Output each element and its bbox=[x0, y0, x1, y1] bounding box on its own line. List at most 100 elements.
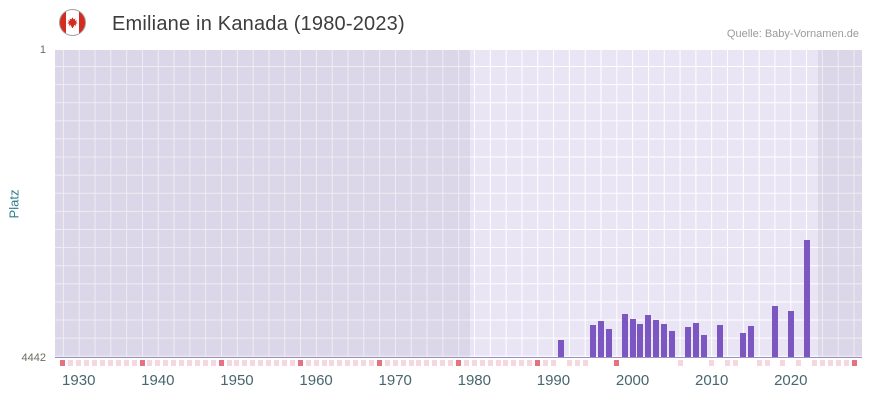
missing-year-mark bbox=[345, 360, 351, 366]
missing-year-mark bbox=[171, 360, 177, 366]
missing-year-mark bbox=[835, 360, 841, 366]
bar-2020[interactable] bbox=[787, 310, 794, 357]
missing-year-mark bbox=[416, 360, 422, 366]
missing-year-mark bbox=[764, 360, 770, 366]
missing-year-mark bbox=[368, 360, 374, 366]
missing-year-mark bbox=[107, 360, 113, 366]
x-tick-label: 1950 bbox=[220, 372, 254, 389]
missing-year-mark bbox=[812, 360, 818, 366]
missing-year-mark bbox=[448, 360, 454, 366]
missing-year-mark bbox=[400, 360, 406, 366]
missing-year-mark bbox=[614, 360, 620, 366]
x-tick-label: 1980 bbox=[457, 372, 491, 389]
bar-2014[interactable] bbox=[740, 332, 747, 357]
missing-year-mark bbox=[84, 360, 90, 366]
missing-year-mark bbox=[725, 360, 730, 366]
x-tick-label: 2020 bbox=[774, 372, 808, 389]
missing-year-mark bbox=[321, 360, 327, 366]
bar-2002[interactable] bbox=[645, 315, 652, 357]
missing-year-mark bbox=[266, 360, 272, 366]
missing-year-mark bbox=[202, 360, 208, 366]
out-of-range-band bbox=[818, 50, 862, 357]
missing-year-mark bbox=[123, 360, 129, 366]
missing-year-mark bbox=[511, 360, 517, 366]
bar-1996[interactable] bbox=[597, 320, 604, 357]
bar-1995[interactable] bbox=[590, 325, 596, 357]
bar-2022[interactable] bbox=[803, 240, 810, 357]
page-title: Emiliane in Kanada (1980-2023) bbox=[112, 13, 405, 35]
missing-year-mark bbox=[376, 360, 382, 366]
missing-year-mark bbox=[139, 360, 145, 366]
bar-1997[interactable] bbox=[605, 329, 612, 357]
bar-2001[interactable] bbox=[637, 323, 644, 357]
missing-year-mark bbox=[424, 360, 430, 366]
missing-year-mark bbox=[226, 360, 232, 366]
bar-2015[interactable] bbox=[748, 326, 755, 357]
missing-year-mark bbox=[361, 360, 367, 366]
missing-year-mark bbox=[210, 360, 216, 366]
missing-year-mark bbox=[527, 360, 533, 366]
missing-year-mark bbox=[218, 360, 224, 366]
missing-year-mark bbox=[582, 360, 588, 366]
missing-year-mark bbox=[851, 360, 857, 366]
bar-2018[interactable] bbox=[771, 306, 778, 357]
missing-year-mark bbox=[76, 360, 82, 366]
missing-year-mark bbox=[313, 360, 319, 366]
out-of-range-band bbox=[55, 50, 471, 357]
missing-year-mark bbox=[543, 360, 549, 366]
missing-year-mark bbox=[258, 360, 264, 366]
missing-year-mark bbox=[289, 360, 295, 366]
missing-year-mark bbox=[408, 360, 414, 366]
missing-year-mark bbox=[843, 360, 849, 366]
missing-year-mark bbox=[242, 360, 248, 366]
missing-year-mark bbox=[756, 360, 762, 366]
x-tick-label: 1970 bbox=[378, 372, 412, 389]
canada-flag-icon bbox=[59, 9, 86, 36]
missing-year-mark bbox=[780, 360, 786, 366]
x-tick-label: 1930 bbox=[62, 372, 96, 389]
missing-year-mark bbox=[274, 360, 280, 366]
missing-year-mark bbox=[99, 360, 105, 366]
y-tick-bottom: 4442 bbox=[21, 352, 46, 364]
bar-2008[interactable] bbox=[692, 323, 699, 357]
missing-year-mark bbox=[179, 360, 185, 366]
missing-year-mark bbox=[709, 360, 715, 366]
missing-year-mark bbox=[281, 360, 287, 366]
missing-year-mark bbox=[353, 360, 359, 366]
missing-year-mark bbox=[329, 360, 335, 366]
missing-year-mark bbox=[519, 360, 525, 366]
missing-year-mark bbox=[115, 360, 121, 366]
plot-area[interactable] bbox=[55, 50, 862, 366]
missing-year-mark bbox=[819, 360, 825, 366]
bar-2009[interactable] bbox=[700, 335, 707, 357]
missing-year-mark bbox=[550, 360, 556, 366]
bar-2007[interactable] bbox=[684, 327, 691, 357]
missing-year-mark bbox=[337, 360, 343, 366]
missing-year-mark bbox=[503, 360, 509, 366]
missing-year-mark bbox=[827, 360, 833, 366]
missing-year-mark bbox=[440, 360, 446, 366]
missing-year-mark bbox=[463, 360, 469, 366]
missing-year-mark bbox=[384, 360, 390, 366]
x-tick-label: 1940 bbox=[141, 372, 175, 389]
missing-year-mark bbox=[187, 360, 192, 366]
bar-2003[interactable] bbox=[653, 319, 660, 357]
source-credit: Quelle: Baby-Vornamen.de bbox=[726, 28, 859, 40]
missing-year-mark bbox=[535, 360, 541, 366]
x-tick-label: 2000 bbox=[615, 372, 650, 389]
missing-year-mark bbox=[234, 360, 240, 366]
missing-year-mark bbox=[60, 360, 66, 366]
missing-year-mark bbox=[250, 360, 256, 366]
missing-year-mark bbox=[297, 360, 303, 366]
bar-2005[interactable] bbox=[669, 330, 676, 357]
bar-2000[interactable] bbox=[629, 318, 636, 357]
missing-year-mark bbox=[147, 360, 153, 366]
bar-2004[interactable] bbox=[661, 324, 668, 357]
missing-year-mark bbox=[456, 360, 461, 366]
bar-1991[interactable] bbox=[558, 339, 565, 357]
x-tick-label: 2010 bbox=[694, 372, 729, 389]
missing-year-mark bbox=[566, 360, 572, 366]
missing-year-mark bbox=[495, 360, 501, 366]
bar-1999[interactable] bbox=[621, 314, 628, 357]
bar-2011[interactable] bbox=[716, 325, 723, 357]
